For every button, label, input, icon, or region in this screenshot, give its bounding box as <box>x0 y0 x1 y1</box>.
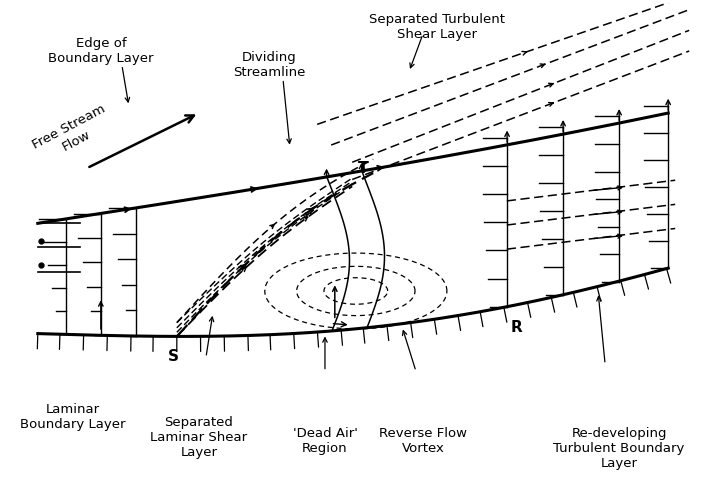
Text: Re-developing
Turbulent Boundary
Layer: Re-developing Turbulent Boundary Layer <box>554 427 685 469</box>
Text: Edge of
Boundary Layer: Edge of Boundary Layer <box>48 37 154 65</box>
Text: S: S <box>168 349 179 364</box>
Text: Dividing
Streamline: Dividing Streamline <box>233 51 305 79</box>
Text: R: R <box>510 320 522 335</box>
Text: Separated
Laminar Shear
Layer: Separated Laminar Shear Layer <box>150 416 248 459</box>
Text: 'Dead Air'
Region: 'Dead Air' Region <box>292 427 357 455</box>
Text: Free Stream
Flow: Free Stream Flow <box>30 102 115 165</box>
Text: Reverse Flow
Vortex: Reverse Flow Vortex <box>379 427 467 455</box>
Text: T: T <box>357 161 368 176</box>
Text: Laminar
Boundary Layer: Laminar Boundary Layer <box>20 403 126 430</box>
Text: Separated Turbulent
Shear Layer: Separated Turbulent Shear Layer <box>369 13 505 41</box>
